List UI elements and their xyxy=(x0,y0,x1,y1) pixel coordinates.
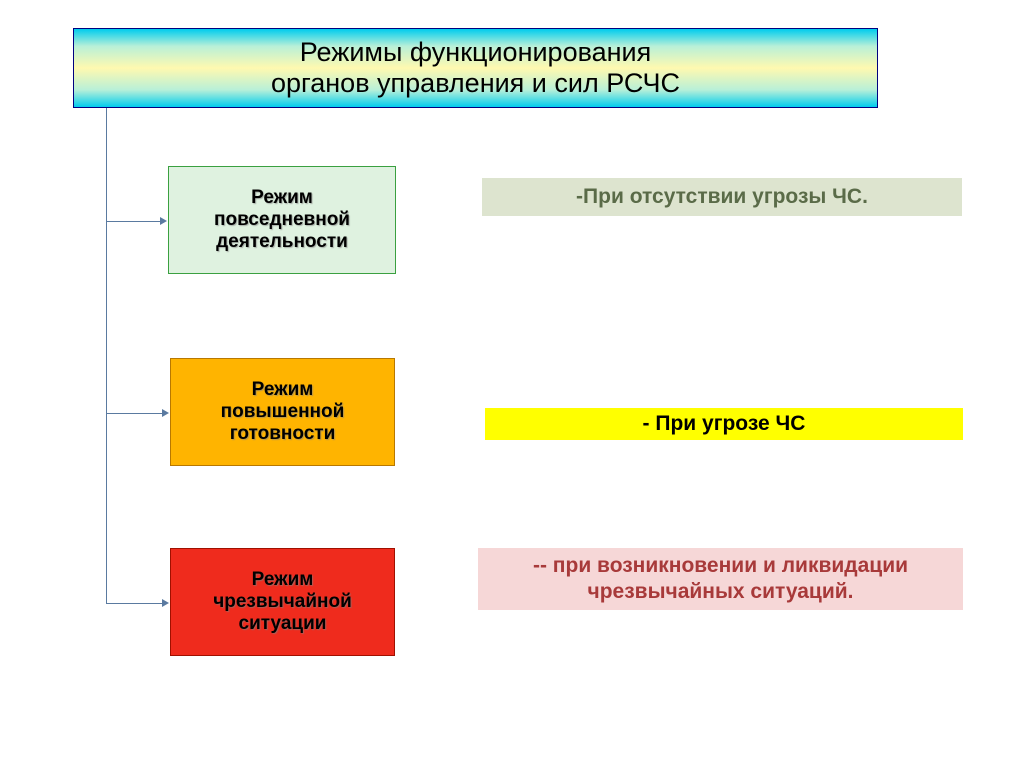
desc-3-line-2: чрезвычайных ситуаций. xyxy=(533,579,908,605)
mode-2-line-3: готовности xyxy=(230,423,336,445)
mode-3-line-2: чрезвычайной xyxy=(213,591,352,613)
header-title-box: Режимы функционирования органов управлен… xyxy=(73,28,878,108)
desc-box-no-threat: -При отсутствии угрозы ЧС. xyxy=(482,178,962,216)
mode-1-line-1: Режим xyxy=(251,187,313,209)
desc-3-line-1: -- при возникновении и ликвидации xyxy=(533,553,908,579)
mode-1-line-3: деятельности xyxy=(216,231,348,253)
connector-h-1 xyxy=(106,221,160,222)
desc-1-line-1: -При отсутствии угрозы ЧС. xyxy=(576,184,868,210)
mode-box-heightened: Режим повышенной готовности xyxy=(170,358,395,466)
desc-2-line-1: - При угрозе ЧС xyxy=(643,411,806,437)
header-line-1: Режимы функционирования xyxy=(300,37,652,68)
arrowhead-3 xyxy=(162,599,169,607)
connector-h-3 xyxy=(106,603,162,604)
mode-box-everyday: Режим повседневной деятельности xyxy=(168,166,396,274)
mode-3-line-1: Режим xyxy=(252,569,314,591)
connector-vertical xyxy=(106,108,107,603)
mode-1-line-2: повседневной xyxy=(214,209,350,231)
mode-2-line-2: повышенной xyxy=(221,401,345,423)
mode-box-emergency: Режим чрезвычайной ситуации xyxy=(170,548,395,656)
header-line-2: органов управления и сил РСЧС xyxy=(271,68,680,99)
mode-3-line-3: ситуации xyxy=(239,613,327,635)
connector-h-2 xyxy=(106,413,162,414)
arrowhead-2 xyxy=(162,409,169,417)
desc-box-threat: - При угрозе ЧС xyxy=(485,408,963,440)
arrowhead-1 xyxy=(160,217,167,225)
mode-2-line-1: Режим xyxy=(252,379,314,401)
desc-box-emergency: -- при возникновении и ликвидации чрезвы… xyxy=(478,548,963,610)
